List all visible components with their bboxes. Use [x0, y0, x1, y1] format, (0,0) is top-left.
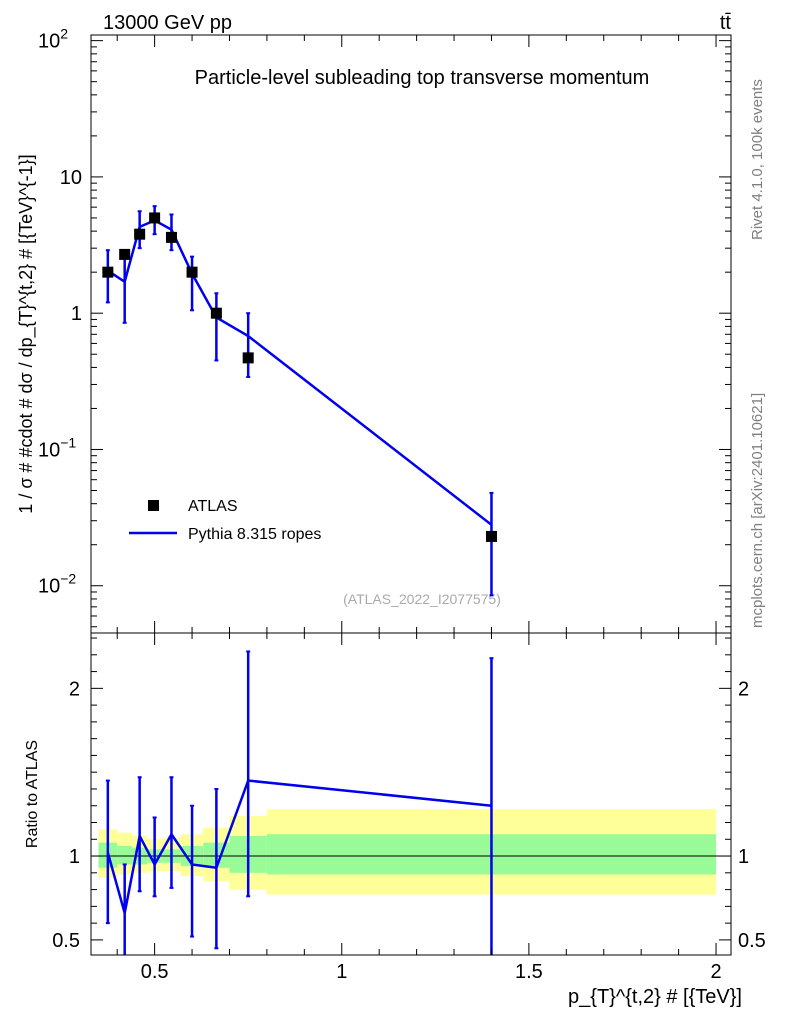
legend-label-pythia: Pythia 8.315 ropes: [188, 526, 321, 543]
header-left: 13000 GeV pp: [103, 12, 232, 34]
data-point: [149, 212, 161, 224]
legend: ATLAS Pythia 8.315 ropes: [129, 498, 321, 543]
main-y-tick-label-base: 10: [38, 439, 60, 461]
ratio-y-tick-label: 2: [69, 678, 80, 700]
main-y-tick-label-exp: 2: [60, 26, 68, 42]
ratio-y-tick-label-right: 1: [738, 846, 749, 868]
main-y-tick-label-base: 1: [71, 303, 82, 325]
main-plot-frame: [90, 34, 732, 634]
main-plot-panel: Particle-level subleading top transverse…: [16, 26, 732, 634]
data-point: [165, 231, 177, 243]
main-y-tick-label-exp: −2: [60, 571, 76, 587]
ratio-plot-panel: 2 2 1 1 0.5 0.5 0.5 1 1.5 2 Ratio to ATLAS p_{T}^…: [24, 632, 766, 1008]
x-tick-label: 0.5: [141, 961, 169, 983]
ratio-stat-uncertainty-band: [491, 834, 717, 875]
legend-label-atlas: ATLAS: [188, 498, 238, 515]
main-y-tick-label-exp: −1: [60, 434, 76, 450]
data-point: [102, 266, 114, 278]
data-point: [119, 248, 131, 260]
analysis-watermark: (ATLAS_2022_I2077575): [343, 591, 501, 607]
ratio-y-tick-label-right: 2: [738, 678, 749, 700]
data-point: [186, 266, 198, 278]
data-point: [242, 352, 254, 364]
ratio-y-tick-label: 0.5: [52, 930, 80, 952]
main-y-tick-label: 10−1: [38, 434, 76, 461]
header-right: tt̄: [720, 12, 732, 34]
data-point: [210, 307, 222, 319]
main-y-tick-label: 1: [71, 303, 82, 325]
ratio-y-tick-label-right: 0.5: [738, 930, 766, 952]
x-tick-label: 1: [336, 961, 347, 983]
x-tick-label: 2: [710, 961, 721, 983]
main-y-axis-label: 1 / σ # #cdot # dσ / dp_{T}^{t,2} # [{Te…: [16, 154, 37, 513]
ratio-y-axis-label: Ratio to ATLAS: [24, 740, 41, 848]
ratio-y-tick-label: 1: [69, 846, 80, 868]
rivet-label: Rivet 4.1.0, 100k events: [749, 79, 766, 240]
data-point: [485, 530, 497, 542]
ratio-stat-uncertainty-band: [266, 834, 492, 875]
main-y-tick-label-base: 10: [38, 31, 60, 53]
data-point: [134, 228, 146, 240]
ratio-plot-frame: [90, 632, 732, 956]
ratio-stat-uncertainty-band: [117, 845, 133, 865]
x-tick-label: 1.5: [515, 961, 543, 983]
main-y-tick-label: 102: [38, 26, 68, 53]
main-y-tick-label-base: 10: [60, 167, 82, 189]
main-y-tick-label: 10: [60, 167, 82, 189]
main-y-tick-label: 10−2: [38, 571, 76, 598]
chart-title: Particle-level subleading top transverse…: [195, 67, 650, 89]
x-axis-label: p_{T}^{t,2} # [{TeV}]: [568, 986, 742, 1008]
main-y-tick-label-base: 10: [38, 576, 60, 598]
model-line: [107, 218, 493, 526]
legend-marker-atlas: [148, 500, 159, 511]
mcplots-label: mcplots.cern.ch [arXiv:2401.10621]: [749, 393, 766, 628]
